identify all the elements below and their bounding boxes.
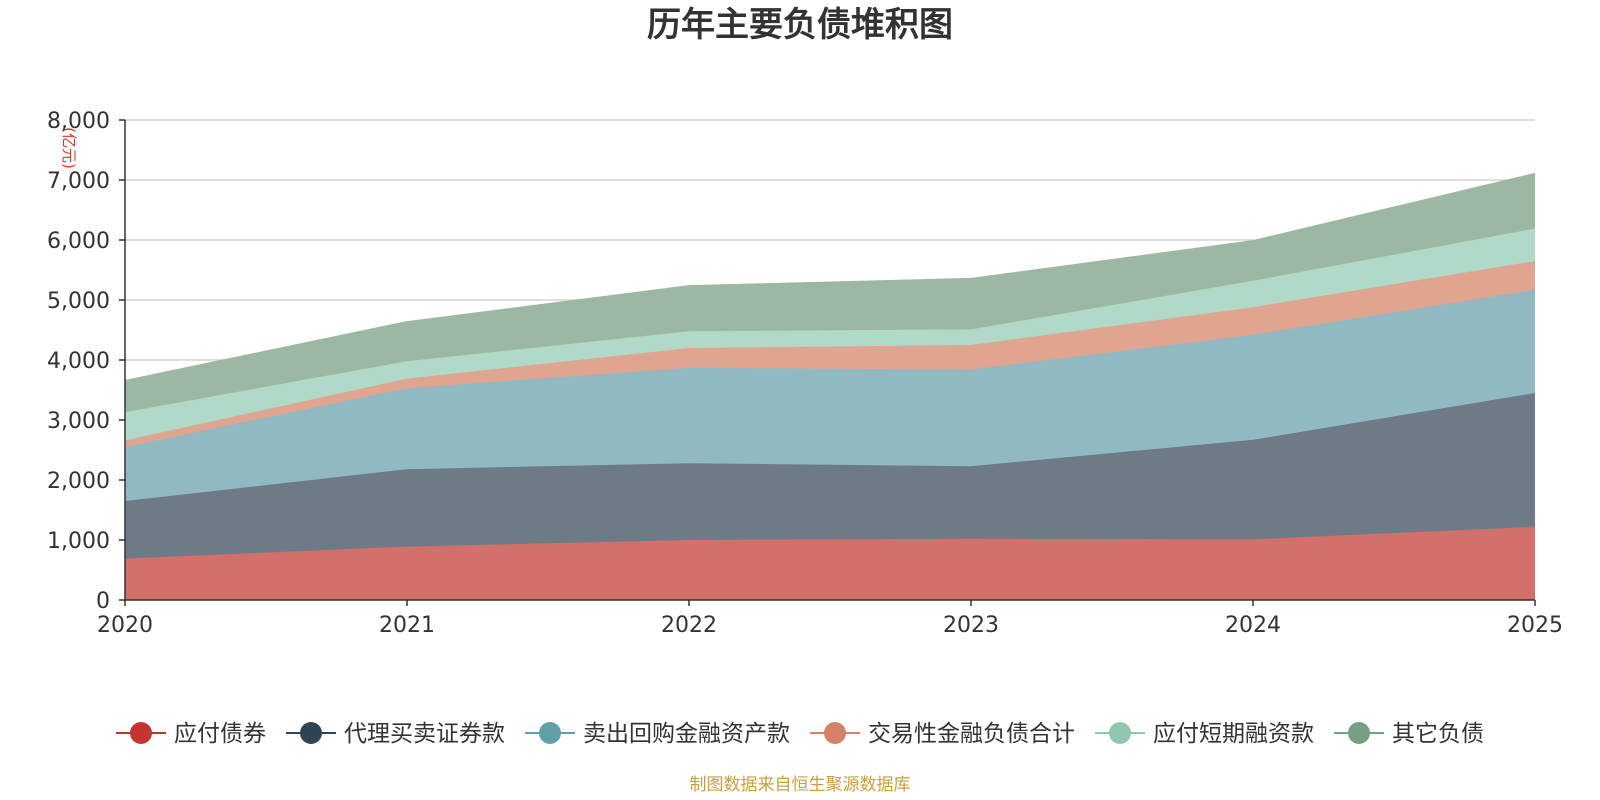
y-tick-label: 4,000 xyxy=(47,349,110,374)
x-tick-label: 2021 xyxy=(379,613,435,638)
legend-item-3[interactable]: 交易性金融负债合计 xyxy=(810,721,1075,747)
area-series-1 xyxy=(125,393,1535,559)
legend: 应付债券 代理买卖证券款 卖出回购金融资产款 交易性金融负债合计 应付短期融资款 其它负债 xyxy=(116,721,1484,747)
area-series-5 xyxy=(125,173,1535,413)
legend-circle-marker xyxy=(1109,722,1131,744)
y-tick-label: 3,000 xyxy=(47,409,110,434)
legend-item-5[interactable]: 其它负债 xyxy=(1334,721,1484,747)
x-tick-label: 2025 xyxy=(1507,613,1563,638)
legend-circle-marker xyxy=(300,722,322,744)
legend-label: 交易性金融负债合计 xyxy=(868,721,1075,747)
x-tick-label: 2022 xyxy=(661,613,717,638)
y-axis-unit-label: (亿元) xyxy=(60,127,78,169)
area-series-2 xyxy=(125,289,1535,501)
legend-label: 卖出回购金融资产款 xyxy=(583,721,790,747)
x-tick-label: 2023 xyxy=(943,613,999,638)
area-series-3 xyxy=(125,261,1535,447)
y-tick-label: 0 xyxy=(96,589,110,614)
y-tick-label: 7,000 xyxy=(47,169,110,194)
x-tick-label: 2024 xyxy=(1225,613,1281,638)
legend-label: 代理买卖证券款 xyxy=(344,721,505,747)
area-series-line-5 xyxy=(124,172,1536,381)
legend-circle-marker xyxy=(539,722,561,744)
legend-item-0[interactable]: 应付债券 xyxy=(116,721,266,747)
y-tick-label: 8,000 xyxy=(47,109,110,134)
legend-label: 应付债券 xyxy=(174,721,266,747)
chart-title: 历年主要负债堆积图 xyxy=(647,5,953,45)
y-tick-label: 6,000 xyxy=(47,229,110,254)
y-tick-label: 1,000 xyxy=(47,529,110,554)
legend-circle-marker xyxy=(130,722,152,744)
legend-circle-marker xyxy=(1348,722,1370,744)
legend-item-1[interactable]: 代理买卖证券款 xyxy=(286,721,505,747)
y-tick-label: 2,000 xyxy=(47,469,110,494)
stacked-areas xyxy=(124,172,1536,600)
legend-label: 其它负债 xyxy=(1392,721,1484,747)
legend-item-2[interactable]: 卖出回购金融资产款 xyxy=(525,721,790,747)
axes: 0 1,000 2,000 3,000 4,000 5,000 6,000 7,000 8,00… xyxy=(47,109,1563,638)
area-series-4 xyxy=(125,228,1535,441)
legend-circle-marker xyxy=(824,722,846,744)
x-tick-label: 2020 xyxy=(97,613,153,638)
y-tick-label: 5,000 xyxy=(47,289,110,314)
data-source-note: 制图数据来自恒生聚源数据库 xyxy=(690,775,911,795)
legend-item-4[interactable]: 应付短期融资款 xyxy=(1095,721,1314,747)
legend-label: 应付短期融资款 xyxy=(1153,721,1314,747)
